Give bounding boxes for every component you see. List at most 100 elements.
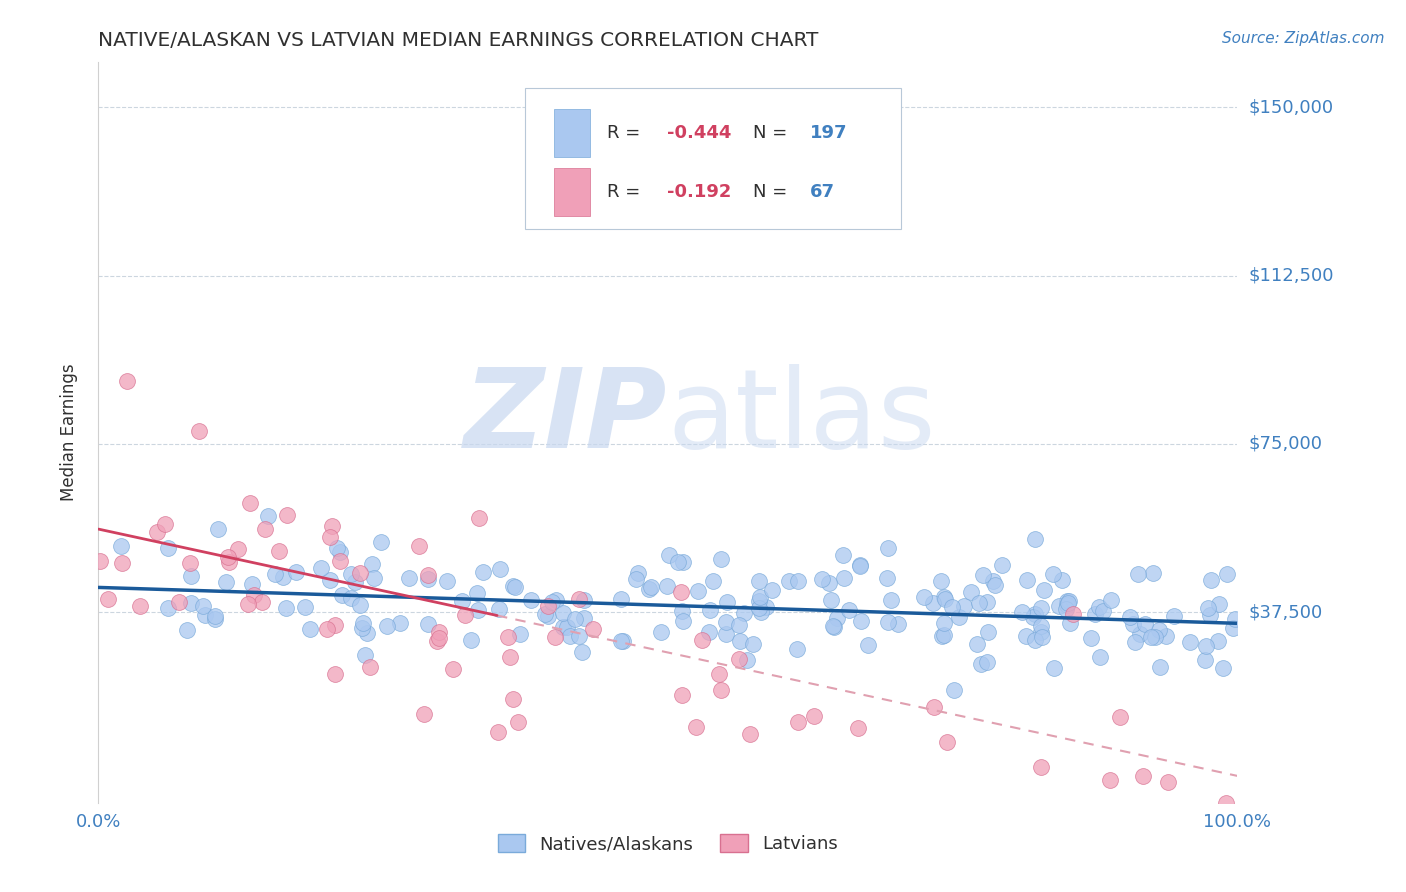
- Point: [193, 599, 215, 613]
- Point: [363, 571, 385, 585]
- Point: [1031, 630, 1053, 644]
- Point: [1108, 710, 1130, 724]
- Text: $37,500: $37,500: [1249, 603, 1323, 621]
- Point: [650, 624, 672, 639]
- Point: [176, 623, 198, 637]
- Text: -0.444: -0.444: [666, 124, 731, 142]
- Point: [823, 619, 845, 633]
- Point: [359, 659, 381, 673]
- Point: [761, 582, 783, 597]
- Point: [714, 627, 737, 641]
- Point: [571, 645, 593, 659]
- Point: [755, 599, 778, 614]
- Point: [1084, 607, 1107, 622]
- Point: [204, 609, 226, 624]
- Point: [970, 657, 993, 672]
- Point: [568, 591, 591, 606]
- Point: [1024, 607, 1046, 622]
- Point: [1195, 639, 1218, 653]
- FancyBboxPatch shape: [526, 88, 901, 229]
- Point: [398, 571, 420, 585]
- Text: Source: ZipAtlas.com: Source: ZipAtlas.com: [1222, 31, 1385, 46]
- Point: [460, 632, 482, 647]
- Point: [1029, 619, 1052, 633]
- Point: [638, 582, 661, 597]
- Point: [506, 714, 529, 729]
- Point: [238, 597, 260, 611]
- Point: [329, 554, 352, 568]
- Point: [710, 682, 733, 697]
- Point: [934, 616, 956, 631]
- Point: [269, 544, 291, 558]
- Text: 67: 67: [810, 183, 835, 201]
- Point: [671, 688, 693, 702]
- Point: [699, 603, 721, 617]
- Point: [820, 592, 842, 607]
- Point: [786, 641, 808, 656]
- Point: [285, 566, 308, 580]
- Point: [658, 549, 681, 563]
- Point: [1197, 600, 1219, 615]
- Point: [180, 568, 202, 582]
- Point: [981, 574, 1004, 588]
- Point: [832, 571, 855, 585]
- Point: [1022, 610, 1045, 624]
- Point: [239, 496, 262, 510]
- Point: [1194, 653, 1216, 667]
- Point: [972, 568, 994, 582]
- Text: 197: 197: [810, 124, 848, 142]
- Point: [825, 611, 848, 625]
- Point: [669, 585, 692, 599]
- Point: [274, 601, 297, 615]
- Point: [1062, 607, 1084, 621]
- Point: [1092, 604, 1115, 618]
- Point: [786, 714, 808, 729]
- Point: [97, 591, 120, 606]
- Point: [129, 599, 152, 613]
- Point: [1119, 610, 1142, 624]
- Point: [778, 574, 800, 589]
- Point: [1056, 599, 1078, 613]
- Point: [188, 425, 211, 439]
- Point: [929, 574, 952, 589]
- Point: [953, 599, 976, 613]
- Point: [702, 574, 724, 589]
- Point: [848, 558, 870, 573]
- Point: [1031, 624, 1053, 639]
- Point: [685, 720, 707, 734]
- Point: [551, 606, 574, 620]
- Point: [1050, 574, 1073, 588]
- Point: [454, 608, 477, 623]
- Point: [574, 610, 596, 624]
- Y-axis label: Median Earnings: Median Earnings: [59, 364, 77, 501]
- Point: [748, 590, 770, 604]
- Point: [1128, 566, 1150, 581]
- Point: [1157, 775, 1180, 789]
- Point: [690, 632, 713, 647]
- Point: [572, 593, 595, 607]
- Point: [451, 593, 474, 607]
- FancyBboxPatch shape: [554, 168, 591, 216]
- Point: [832, 548, 855, 562]
- Point: [502, 578, 524, 592]
- Point: [467, 603, 489, 617]
- Point: [627, 566, 650, 580]
- Legend: Natives/Alaskans, Latvians: Natives/Alaskans, Latvians: [491, 827, 845, 861]
- Point: [803, 709, 825, 723]
- Text: -0.192: -0.192: [666, 183, 731, 201]
- Point: [541, 595, 564, 609]
- Point: [416, 572, 439, 586]
- Point: [323, 666, 346, 681]
- Point: [319, 573, 342, 587]
- Point: [969, 596, 991, 610]
- Point: [1154, 629, 1177, 643]
- Point: [496, 630, 519, 644]
- Text: R =: R =: [607, 124, 647, 142]
- Point: [326, 541, 349, 555]
- Point: [1015, 629, 1038, 643]
- Point: [240, 577, 263, 591]
- Point: [361, 557, 384, 571]
- Point: [1011, 606, 1033, 620]
- Point: [727, 652, 749, 666]
- Point: [748, 601, 770, 615]
